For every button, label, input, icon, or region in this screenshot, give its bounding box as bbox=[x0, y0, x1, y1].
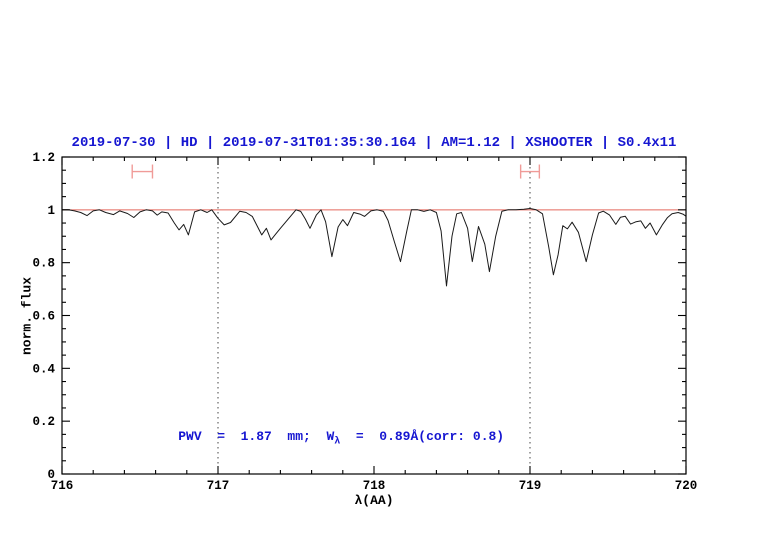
observation-header: 2019-07-30 | HD | 2019-07-31T01:35:30.16… bbox=[71, 135, 677, 151]
y-tick-label: 0.4 bbox=[32, 362, 55, 376]
x-axis-label: λ(AA) bbox=[354, 493, 394, 508]
y-tick-label: 0 bbox=[47, 468, 55, 482]
y-tick-label: 0.8 bbox=[32, 257, 55, 271]
y-tick-label: 1 bbox=[47, 204, 55, 218]
x-tick-label: 720 bbox=[675, 479, 698, 493]
x-tick-label: 717 bbox=[207, 479, 230, 493]
y-tick-label: 0.2 bbox=[32, 415, 55, 429]
x-tick-label: 718 bbox=[363, 479, 386, 493]
pwv-annotation-value: = 0.89Å(corr: 0.8) bbox=[340, 429, 505, 444]
lambda-subscript: λ bbox=[334, 436, 341, 448]
pwv-annotation-text: PWV = 1.87 mm; W bbox=[178, 429, 335, 444]
y-tick-label: 1.2 bbox=[32, 151, 55, 165]
x-tick-label: 719 bbox=[519, 479, 542, 493]
y-tick-label: 0.6 bbox=[32, 310, 55, 324]
spectrum-line bbox=[62, 208, 687, 287]
x-tick-label: 716 bbox=[51, 479, 74, 493]
pwv-annotation: PWV = 1.87 mm; Wλ = 0.89Å(corr: 0.8) bbox=[147, 414, 504, 463]
y-axis-label: norm. flux bbox=[19, 276, 35, 356]
